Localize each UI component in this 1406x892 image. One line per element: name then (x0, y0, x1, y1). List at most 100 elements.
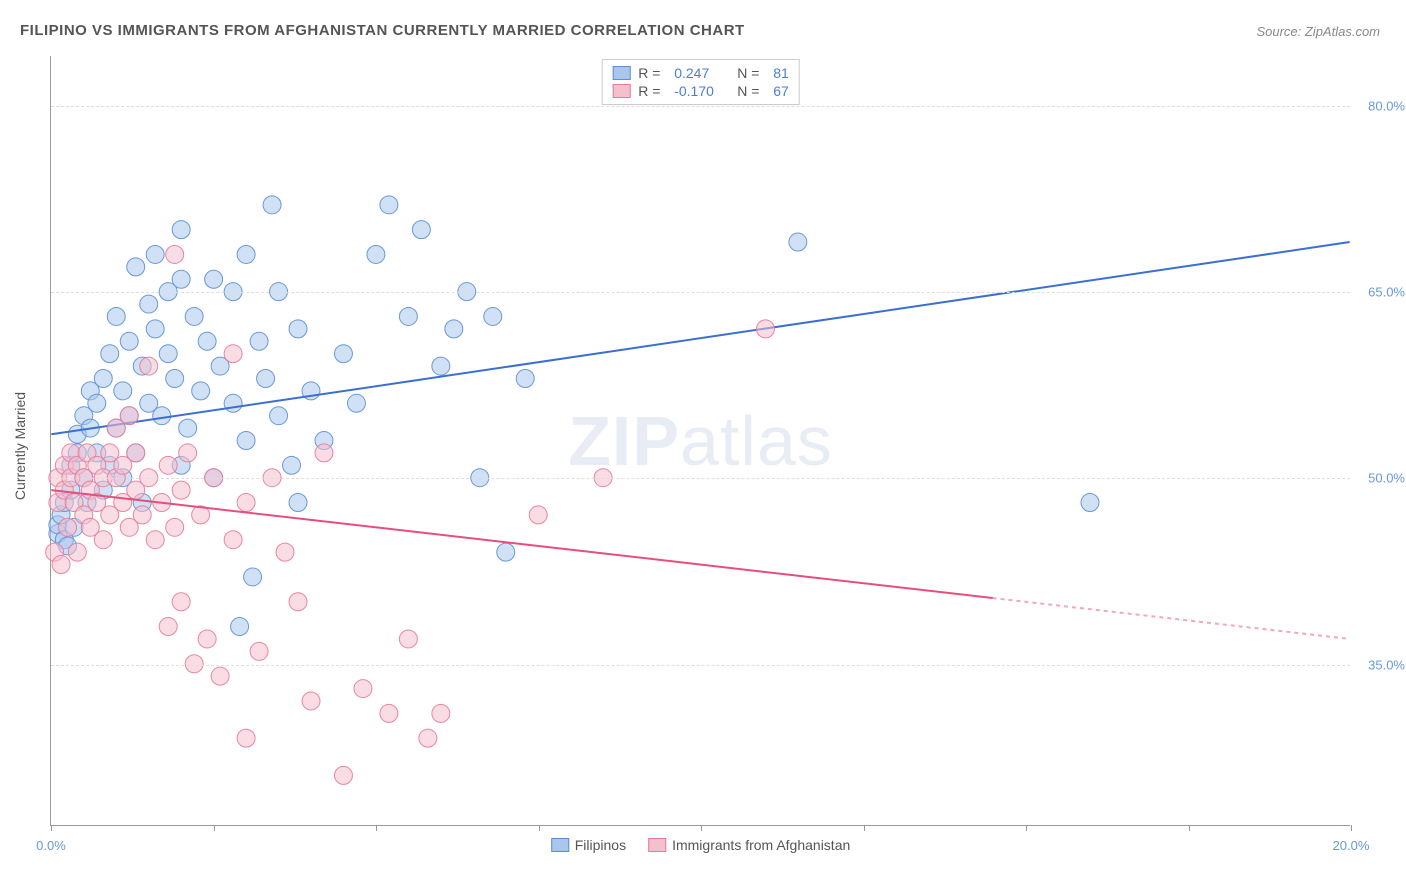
series-legend: Filipinos Immigrants from Afghanistan (551, 837, 851, 853)
data-point (101, 345, 119, 363)
x-tick (214, 825, 215, 831)
grid-line (51, 292, 1350, 293)
data-point (140, 295, 158, 313)
data-point (302, 692, 320, 710)
y-tick-label: 80.0% (1368, 98, 1405, 113)
data-point (1081, 494, 1099, 512)
data-point (120, 407, 138, 425)
data-point (68, 543, 86, 561)
data-point (380, 196, 398, 214)
data-point (94, 531, 112, 549)
data-point (133, 506, 151, 524)
data-point (276, 543, 294, 561)
chart-svg (51, 56, 1350, 825)
x-tick (1189, 825, 1190, 831)
data-point (315, 444, 333, 462)
data-point (257, 369, 275, 387)
data-point (88, 394, 106, 412)
x-tick (701, 825, 702, 831)
data-point (120, 332, 138, 350)
data-point (159, 456, 177, 474)
legend-label-filipinos: Filipinos (575, 837, 626, 853)
x-tick (1351, 825, 1352, 831)
data-point (179, 419, 197, 437)
y-tick-label: 35.0% (1368, 657, 1405, 672)
data-point (399, 630, 417, 648)
data-point (94, 369, 112, 387)
swatch-afghanistan-icon (648, 838, 666, 852)
y-tick-label: 50.0% (1368, 471, 1405, 486)
plot-area: ZIPatlas R = 0.247 N = 81 R = -0.170 N =… (50, 56, 1350, 826)
data-point (445, 320, 463, 338)
trend-line (51, 490, 992, 598)
x-tick (539, 825, 540, 831)
data-point (399, 307, 417, 325)
data-point (250, 332, 268, 350)
data-point (140, 357, 158, 375)
data-point (367, 245, 385, 263)
data-point (432, 704, 450, 722)
source-attribution: Source: ZipAtlas.com (1256, 24, 1380, 39)
data-point (59, 518, 77, 536)
data-point (237, 245, 255, 263)
data-point (484, 307, 502, 325)
data-point (412, 221, 430, 239)
data-point (166, 245, 184, 263)
data-point (107, 307, 125, 325)
x-tick-label: 20.0% (1333, 838, 1370, 853)
legend-item-filipinos: Filipinos (551, 837, 626, 853)
data-point (244, 568, 262, 586)
grid-line (51, 478, 1350, 479)
data-point (347, 394, 365, 412)
data-point (198, 332, 216, 350)
data-point (432, 357, 450, 375)
data-point (283, 456, 301, 474)
data-point (224, 394, 242, 412)
chart-title: FILIPINO VS IMMIGRANTS FROM AFGHANISTAN … (20, 22, 745, 39)
x-tick (1026, 825, 1027, 831)
grid-line (51, 106, 1350, 107)
data-point (789, 233, 807, 251)
data-point (237, 729, 255, 747)
data-point (263, 196, 281, 214)
data-point (250, 642, 268, 660)
data-point (172, 221, 190, 239)
data-point (334, 345, 352, 363)
data-point (334, 766, 352, 784)
data-point (211, 667, 229, 685)
data-point (159, 618, 177, 636)
data-point (172, 481, 190, 499)
trend-line-dashed (993, 598, 1350, 639)
data-point (172, 270, 190, 288)
data-point (205, 270, 223, 288)
data-point (237, 432, 255, 450)
y-axis-label: Currently Married (12, 392, 28, 500)
data-point (497, 543, 515, 561)
data-point (127, 444, 145, 462)
x-tick (376, 825, 377, 831)
data-point (166, 369, 184, 387)
data-point (166, 518, 184, 536)
data-point (146, 245, 164, 263)
data-point (529, 506, 547, 524)
data-point (52, 556, 70, 574)
trend-line (51, 242, 1349, 434)
data-point (380, 704, 398, 722)
data-point (146, 320, 164, 338)
data-point (289, 593, 307, 611)
data-point (198, 630, 216, 648)
data-point (354, 680, 372, 698)
legend-item-afghanistan: Immigrants from Afghanistan (648, 837, 850, 853)
data-point (231, 618, 249, 636)
legend-label-afghanistan: Immigrants from Afghanistan (672, 837, 850, 853)
data-point (756, 320, 774, 338)
data-point (224, 531, 242, 549)
data-point (237, 494, 255, 512)
data-point (224, 345, 242, 363)
data-point (159, 345, 177, 363)
y-tick-label: 65.0% (1368, 284, 1405, 299)
data-point (289, 494, 307, 512)
data-point (114, 382, 132, 400)
swatch-filipinos-icon (551, 838, 569, 852)
data-point (516, 369, 534, 387)
